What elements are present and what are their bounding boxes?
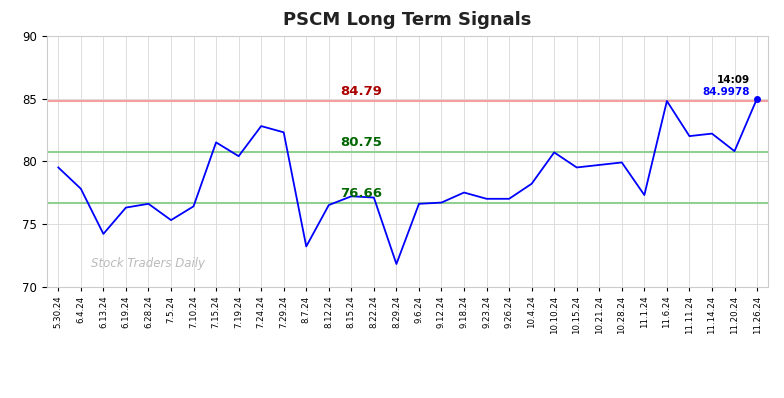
Text: 84.79: 84.79 <box>340 85 382 98</box>
Title: PSCM Long Term Signals: PSCM Long Term Signals <box>284 11 532 29</box>
Text: 80.75: 80.75 <box>340 136 382 148</box>
Text: Stock Traders Daily: Stock Traders Daily <box>91 258 205 271</box>
Text: 76.66: 76.66 <box>340 187 383 200</box>
Text: 14:09: 14:09 <box>717 75 750 85</box>
Text: 84.9978: 84.9978 <box>702 87 750 97</box>
